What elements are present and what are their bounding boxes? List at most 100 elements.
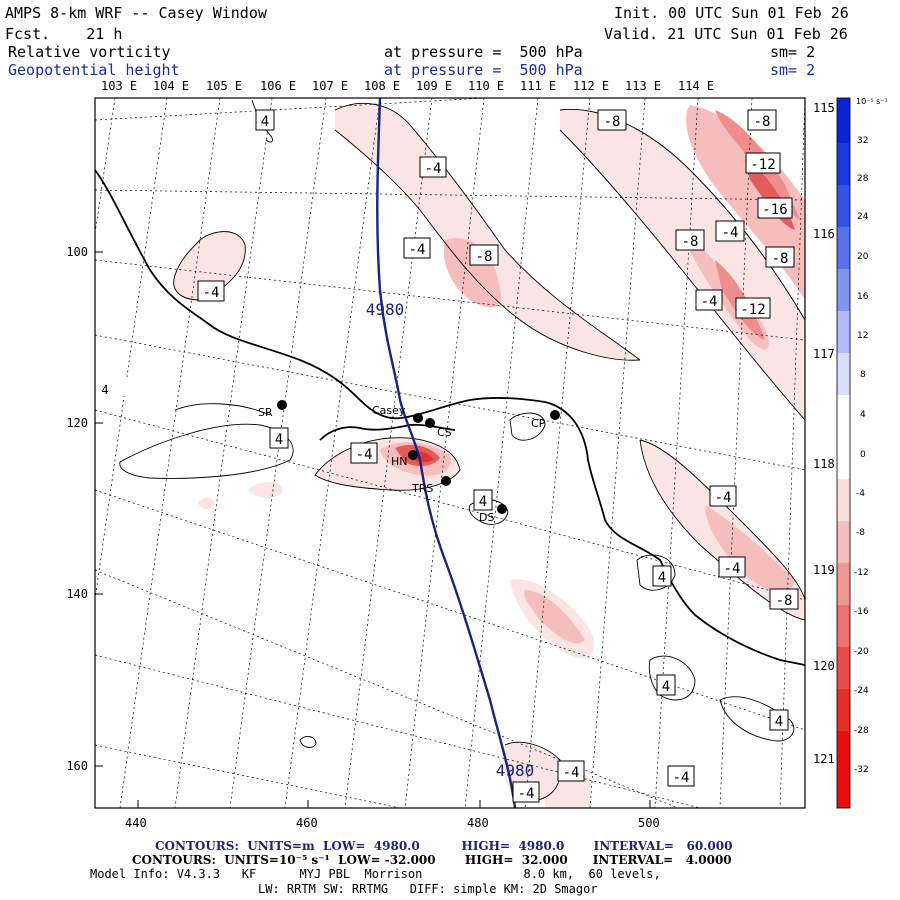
- station-trs: TRS: [411, 476, 451, 495]
- field1-smoothing: sm= 2: [770, 43, 816, 61]
- positive-vorticity-label: 4: [473, 489, 493, 511]
- svg-text:-4: -4: [518, 786, 535, 802]
- top-longitude-labels: 103 E 104 E 105 E 106 E 107 E 108 E 109 …: [101, 79, 714, 93]
- station-cp: CP: [531, 410, 560, 430]
- svg-text:-8: -8: [856, 528, 865, 538]
- svg-text:460: 460: [296, 816, 318, 830]
- svg-text:106 E: 106 E: [260, 79, 296, 93]
- svg-text:DS: DS: [479, 511, 494, 524]
- svg-text:-16: -16: [854, 607, 869, 617]
- svg-text:CP: CP: [531, 417, 546, 430]
- svg-text:-28: -28: [854, 726, 869, 736]
- svg-text:24: 24: [857, 212, 869, 222]
- x-axis-ticks: 440 460 480 500: [125, 800, 660, 830]
- svg-text:-32: -32: [854, 765, 869, 775]
- ice-edge-line: [319, 423, 456, 441]
- footer-model-info: Model Info: V4.3.3 KF MYJ PBL Morrison 8…: [90, 867, 661, 881]
- svg-text:TRS: TRS: [411, 482, 433, 495]
- footer-vorticity-contours: CONTOURS: UNITS=10⁻⁵ s⁻¹ LOW= -32.000 HI…: [132, 853, 732, 867]
- svg-text:4: 4: [261, 114, 269, 130]
- svg-text:480: 480: [467, 816, 489, 830]
- svg-text:120: 120: [66, 416, 88, 430]
- svg-text:4: 4: [662, 679, 670, 695]
- svg-text:-20: -20: [854, 647, 869, 657]
- vorticity-label: -4: [403, 237, 431, 259]
- station-ds: DS: [479, 504, 507, 524]
- svg-text:104 E: 104 E: [153, 79, 189, 93]
- vorticity-label: -8: [675, 229, 705, 251]
- station-casey: Casey: [372, 404, 423, 423]
- positive-vorticity-label: 4: [769, 709, 789, 731]
- vorticity-label: -4: [557, 760, 585, 782]
- svg-text:4: 4: [275, 432, 283, 448]
- svg-text:-12: -12: [854, 568, 869, 578]
- svg-text:-12: -12: [750, 157, 775, 173]
- svg-text:4: 4: [775, 714, 783, 730]
- valid-time: Valid. 21 UTC Sun 01 Feb 26: [604, 25, 848, 43]
- svg-text:0: 0: [860, 450, 866, 460]
- lat-lon-grid: [95, 98, 805, 808]
- vorticity-label: -8: [597, 109, 627, 131]
- svg-text:109 E: 109 E: [416, 79, 452, 93]
- svg-text:CS: CS: [437, 426, 452, 439]
- field1-level: at pressure = 500 hPa: [384, 43, 583, 61]
- svg-text:-4: -4: [409, 242, 426, 258]
- svg-text:111 E: 111 E: [520, 79, 556, 93]
- plot-title: AMPS 8-km WRF -- Casey Window: [5, 4, 267, 22]
- map-field: [95, 98, 805, 808]
- field1-name: Relative vorticity: [8, 43, 171, 61]
- vorticity-label: -4: [709, 485, 737, 507]
- vorticity-label: -8: [765, 246, 795, 268]
- positive-vorticity-label: 4: [269, 427, 289, 449]
- vorticity-label: -12: [745, 152, 781, 174]
- svg-text:105 E: 105 E: [206, 79, 242, 93]
- svg-text:-12: -12: [740, 302, 765, 318]
- svg-text:500: 500: [638, 816, 660, 830]
- forecast-hour: Fcst. 21 h: [5, 25, 123, 43]
- svg-text:-4: -4: [856, 489, 865, 499]
- svg-text:-4: -4: [701, 294, 718, 310]
- svg-text:16: 16: [857, 292, 869, 302]
- vorticity-label: -4: [667, 765, 695, 787]
- vorticity-label: -8: [769, 588, 799, 610]
- svg-text:4: 4: [101, 383, 108, 397]
- svg-text:108 E: 108 E: [364, 79, 400, 93]
- svg-text:440: 440: [125, 816, 147, 830]
- svg-text:114 E: 114 E: [678, 79, 714, 93]
- positive-vorticity-label: 4: [101, 380, 130, 397]
- height-contour-4980: [376, 98, 517, 808]
- footer-height-contours: CONTOURS: UNITS=m LOW= 4980.0 HIGH= 4980…: [155, 839, 733, 853]
- station-cs: CS: [425, 418, 452, 439]
- svg-text:-8: -8: [776, 593, 793, 609]
- field2-level: at pressure = 500 hPa: [384, 61, 583, 79]
- svg-text:-8: -8: [754, 114, 771, 130]
- contour-labels: -8 -8 -4 -4 -8 -4 -12 -16 -8 -4 -8 -4 -1…: [101, 109, 799, 803]
- svg-text:20: 20: [857, 252, 869, 262]
- svg-text:-4: -4: [203, 285, 220, 301]
- station-sr: SR: [258, 400, 287, 419]
- colorbar-unit: 10⁻⁵ s⁻¹: [856, 97, 888, 106]
- svg-text:-8: -8: [682, 234, 699, 250]
- colorbar-ticks: 32 28 24 20 16 12 8 4 0 -4 -8 -12 -16 -2…: [854, 136, 869, 775]
- positive-vorticity-label: 4: [255, 109, 275, 131]
- init-time: Init. 00 UTC Sun 01 Feb 26: [614, 4, 849, 22]
- stations: SR Casey CS CP HN TRS DS: [258, 400, 560, 524]
- svg-text:8: 8: [860, 370, 866, 380]
- plot-frame: [94, 97, 806, 809]
- field2-smoothing: sm= 2: [770, 61, 816, 79]
- svg-text:-8: -8: [604, 114, 621, 130]
- svg-text:4: 4: [658, 570, 666, 586]
- svg-text:140: 140: [66, 587, 88, 601]
- svg-text:-4: -4: [722, 225, 739, 241]
- svg-text:160: 160: [66, 759, 88, 773]
- svg-text:-8: -8: [476, 249, 493, 265]
- svg-text:-4: -4: [425, 161, 442, 177]
- height-contour-label: 4980: [366, 300, 405, 319]
- svg-text:-4: -4: [563, 765, 580, 781]
- svg-text:-4: -4: [356, 447, 373, 463]
- y-axis-ticks: 100 120 140 160: [66, 245, 103, 773]
- station-hn: HN: [391, 450, 418, 468]
- vorticity-label: -4: [695, 289, 723, 311]
- svg-text:113 E: 113 E: [625, 79, 661, 93]
